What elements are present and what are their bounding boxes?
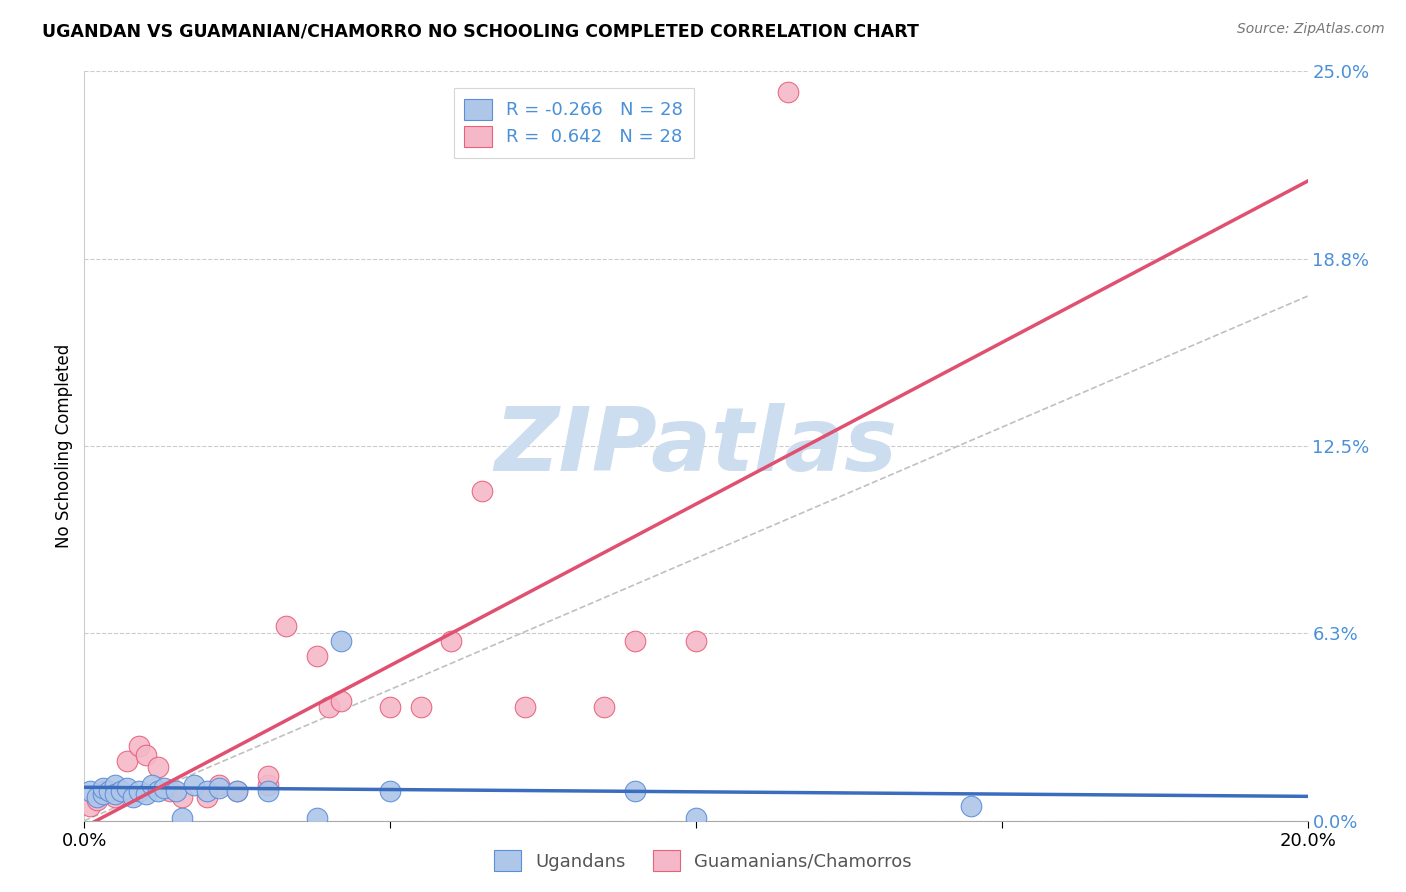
Point [380,783,402,797]
Point [165,783,187,797]
Point [159,783,181,797]
Point [146,783,169,797]
Point [146,760,169,774]
Point [513,699,536,714]
Point [685,633,707,648]
Point [115,780,138,795]
Legend: Ugandans, Guamanians/Chamorros: Ugandans, Guamanians/Chamorros [486,843,920,879]
Point [104,787,127,801]
Point [115,754,138,768]
Point [91,780,114,795]
Point [593,699,616,714]
Point [305,811,328,825]
Point [183,778,205,792]
Text: ZIPatlas: ZIPatlas [495,402,897,490]
Point [79,783,101,797]
Point [195,789,218,804]
Point [380,699,402,714]
Point [172,789,194,804]
Point [141,778,163,792]
Point [153,780,176,795]
Y-axis label: No Schooling Completed: No Schooling Completed [55,344,73,548]
Point [226,783,249,797]
Point [104,778,127,792]
Point [960,798,983,813]
Point [305,648,328,663]
Point [440,633,463,648]
Point [91,783,114,797]
Point [409,699,432,714]
Point [208,778,231,792]
Point [318,699,340,714]
Point [104,789,127,804]
Legend: R = -0.266   N = 28, R =  0.642   N = 28: R = -0.266 N = 28, R = 0.642 N = 28 [454,88,693,158]
Point [276,619,298,633]
Point [257,778,280,792]
Point [97,783,120,797]
Point [471,483,494,498]
Point [79,798,101,813]
Point [624,633,647,648]
Point [128,783,150,797]
Point [128,739,150,753]
Point [208,780,231,795]
Point [776,86,799,100]
Point [195,783,218,797]
Point [122,789,145,804]
Point [330,694,353,708]
Point [330,633,353,648]
Point [172,811,194,825]
Point [685,811,707,825]
Point [86,792,108,806]
Text: UGANDAN VS GUAMANIAN/CHAMORRO NO SCHOOLING COMPLETED CORRELATION CHART: UGANDAN VS GUAMANIAN/CHAMORRO NO SCHOOLI… [42,22,920,40]
Point [257,769,280,783]
Text: Source: ZipAtlas.com: Source: ZipAtlas.com [1237,22,1385,37]
Point [110,783,132,797]
Point [624,783,647,797]
Point [226,783,249,797]
Point [91,787,114,801]
Point [135,787,157,801]
Point [135,747,157,762]
Point [86,789,108,804]
Point [257,783,280,797]
